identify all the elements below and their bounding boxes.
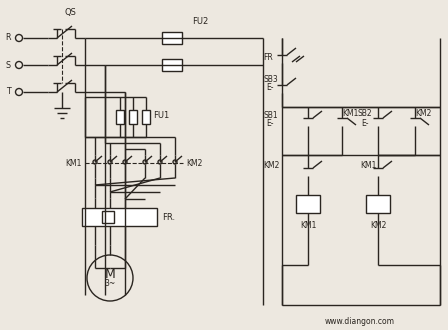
- Bar: [162, 32, 182, 44]
- Text: E-: E-: [266, 83, 273, 92]
- Bar: [116, 110, 124, 124]
- Bar: [366, 195, 390, 213]
- Text: 3~: 3~: [104, 280, 116, 288]
- Text: KM1: KM1: [300, 220, 316, 229]
- Bar: [162, 59, 182, 71]
- Text: KM2: KM2: [415, 109, 431, 117]
- Text: QS: QS: [64, 9, 76, 17]
- Text: KM1: KM1: [342, 109, 358, 117]
- Text: E-: E-: [361, 118, 369, 127]
- Text: SB1: SB1: [263, 111, 278, 119]
- Bar: [129, 110, 137, 124]
- Bar: [102, 211, 114, 223]
- Bar: [82, 208, 157, 226]
- Text: KM1: KM1: [360, 160, 376, 170]
- Text: KM2: KM2: [186, 158, 202, 168]
- Text: M: M: [105, 268, 116, 280]
- Text: FU2: FU2: [192, 17, 208, 26]
- Bar: [296, 195, 320, 213]
- Circle shape: [87, 255, 133, 301]
- Bar: [142, 110, 150, 124]
- Text: www.diangon.com: www.diangon.com: [325, 317, 395, 326]
- Text: SB2: SB2: [358, 109, 373, 117]
- Text: SB3: SB3: [263, 76, 278, 84]
- Text: KM2: KM2: [370, 220, 386, 229]
- Text: FR.: FR.: [162, 213, 175, 221]
- Text: R: R: [5, 34, 11, 43]
- Text: E-: E-: [266, 118, 273, 127]
- Text: KM2: KM2: [263, 160, 280, 170]
- Text: FR: FR: [263, 53, 273, 62]
- Text: S: S: [5, 60, 11, 70]
- Text: KM1: KM1: [65, 158, 82, 168]
- Text: FU1: FU1: [153, 111, 169, 119]
- Text: T: T: [6, 87, 10, 96]
